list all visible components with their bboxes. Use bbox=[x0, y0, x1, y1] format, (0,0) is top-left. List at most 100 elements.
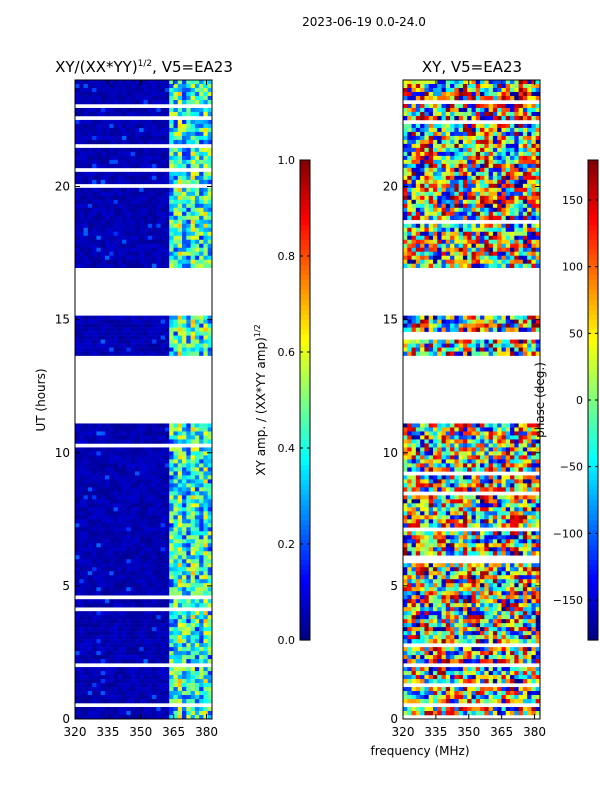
heatmap-cell bbox=[113, 687, 119, 692]
heatmap-cell bbox=[186, 639, 191, 644]
heatmap-cell bbox=[173, 123, 179, 129]
heatmap-cell bbox=[177, 567, 183, 572]
colorbar-segment bbox=[300, 505, 310, 511]
heatmap-cell bbox=[143, 455, 149, 460]
heatmap-cell bbox=[501, 91, 507, 97]
heatmap-cell bbox=[109, 623, 114, 628]
heatmap-cell bbox=[169, 535, 174, 540]
heatmap-cell bbox=[488, 155, 494, 161]
heatmap-cell bbox=[407, 199, 412, 205]
heatmap-cell bbox=[156, 351, 162, 356]
heatmap-cell bbox=[75, 427, 80, 432]
heatmap-cell bbox=[75, 191, 80, 197]
heatmap-cell bbox=[104, 627, 110, 632]
heatmap-cell bbox=[96, 159, 102, 165]
heatmap-cell bbox=[152, 535, 157, 540]
heatmap-cell bbox=[147, 515, 153, 520]
heatmap-cell bbox=[134, 459, 140, 464]
heatmap-cell bbox=[471, 167, 477, 173]
heatmap-cell bbox=[177, 575, 183, 580]
heatmap-cell bbox=[122, 127, 127, 133]
heatmap-cell bbox=[462, 199, 468, 205]
heatmap-cell bbox=[134, 131, 140, 137]
heatmap-cell bbox=[203, 503, 209, 508]
heatmap-cell bbox=[194, 139, 200, 145]
heatmap-cell bbox=[83, 83, 89, 89]
heatmap-cell bbox=[126, 423, 132, 428]
heatmap-cell bbox=[92, 547, 97, 552]
heatmap-cell bbox=[100, 80, 106, 85]
heatmap-cell bbox=[190, 255, 196, 261]
heatmap-cell bbox=[130, 519, 136, 524]
heatmap-cell bbox=[147, 243, 153, 249]
heatmap-cell bbox=[169, 671, 174, 676]
heatmap-cell bbox=[199, 559, 204, 564]
colorbar-segment bbox=[300, 550, 310, 556]
heatmap-cell bbox=[199, 347, 204, 352]
heatmap-cell bbox=[126, 503, 132, 508]
heatmap-cell bbox=[207, 139, 212, 145]
heatmap-cell bbox=[117, 527, 123, 532]
heatmap-cell bbox=[104, 551, 110, 556]
heatmap-cell bbox=[164, 171, 170, 177]
heatmap-cell bbox=[104, 327, 110, 332]
heatmap-cell bbox=[75, 523, 80, 528]
heatmap-cell bbox=[156, 111, 162, 117]
heatmap-cell bbox=[190, 439, 196, 444]
heatmap-cell bbox=[87, 627, 93, 632]
heatmap-cell bbox=[104, 547, 110, 552]
heatmap-cell bbox=[104, 531, 110, 536]
colorbar-segment bbox=[300, 580, 310, 586]
heatmap-cell bbox=[169, 559, 174, 564]
heatmap-cell bbox=[492, 147, 498, 153]
heatmap-cell bbox=[122, 599, 127, 604]
heatmap-cell bbox=[117, 615, 123, 620]
heatmap-cell bbox=[143, 247, 149, 253]
heatmap-cell bbox=[96, 687, 102, 692]
heatmap-cell bbox=[143, 599, 149, 604]
heatmap-cell bbox=[522, 80, 528, 85]
heatmap-cell bbox=[87, 507, 93, 512]
colorbar-segment bbox=[300, 515, 310, 521]
heatmap-cell bbox=[87, 503, 93, 508]
heatmap-cell bbox=[420, 167, 425, 173]
heatmap-cell bbox=[510, 87, 515, 93]
heatmap-cell bbox=[173, 327, 179, 332]
heatmap-cell bbox=[75, 99, 80, 105]
heatmap-cell bbox=[207, 559, 212, 564]
heatmap-cell bbox=[203, 447, 209, 452]
heatmap-cell bbox=[203, 639, 209, 644]
heatmap-cell bbox=[100, 667, 106, 672]
heatmap-cell bbox=[173, 139, 179, 145]
heatmap-cell bbox=[139, 211, 144, 217]
heatmap-cell bbox=[104, 507, 110, 512]
heatmap-cell bbox=[467, 139, 472, 145]
heatmap-cell bbox=[139, 455, 144, 460]
heatmap-cell bbox=[100, 95, 106, 101]
heatmap-cell bbox=[87, 107, 93, 113]
heatmap-cell bbox=[139, 471, 144, 476]
heatmap-cell bbox=[100, 147, 106, 153]
heatmap-cell bbox=[87, 155, 93, 161]
heatmap-cell bbox=[458, 191, 464, 197]
heatmap-cell bbox=[437, 135, 442, 141]
heatmap-cell bbox=[79, 523, 84, 528]
heatmap-cell bbox=[87, 679, 93, 684]
heatmap-cell bbox=[75, 319, 80, 324]
heatmap-cell bbox=[109, 207, 114, 213]
heatmap-cell bbox=[109, 247, 114, 253]
heatmap-cell bbox=[169, 619, 174, 624]
heatmap-cell bbox=[432, 107, 438, 113]
heatmap-cell bbox=[79, 487, 84, 492]
heatmap-cell bbox=[92, 523, 97, 528]
heatmap-cell bbox=[147, 227, 153, 233]
heatmap-cell bbox=[113, 499, 119, 504]
heatmap-cell bbox=[156, 135, 162, 141]
heatmap-cell bbox=[104, 647, 110, 652]
heatmap-cell bbox=[134, 631, 140, 636]
heatmap-cell bbox=[126, 135, 132, 141]
heatmap-cell bbox=[109, 127, 114, 133]
heatmap-cell bbox=[186, 643, 191, 648]
heatmap-cell bbox=[437, 95, 442, 101]
heatmap-cell bbox=[100, 655, 106, 660]
